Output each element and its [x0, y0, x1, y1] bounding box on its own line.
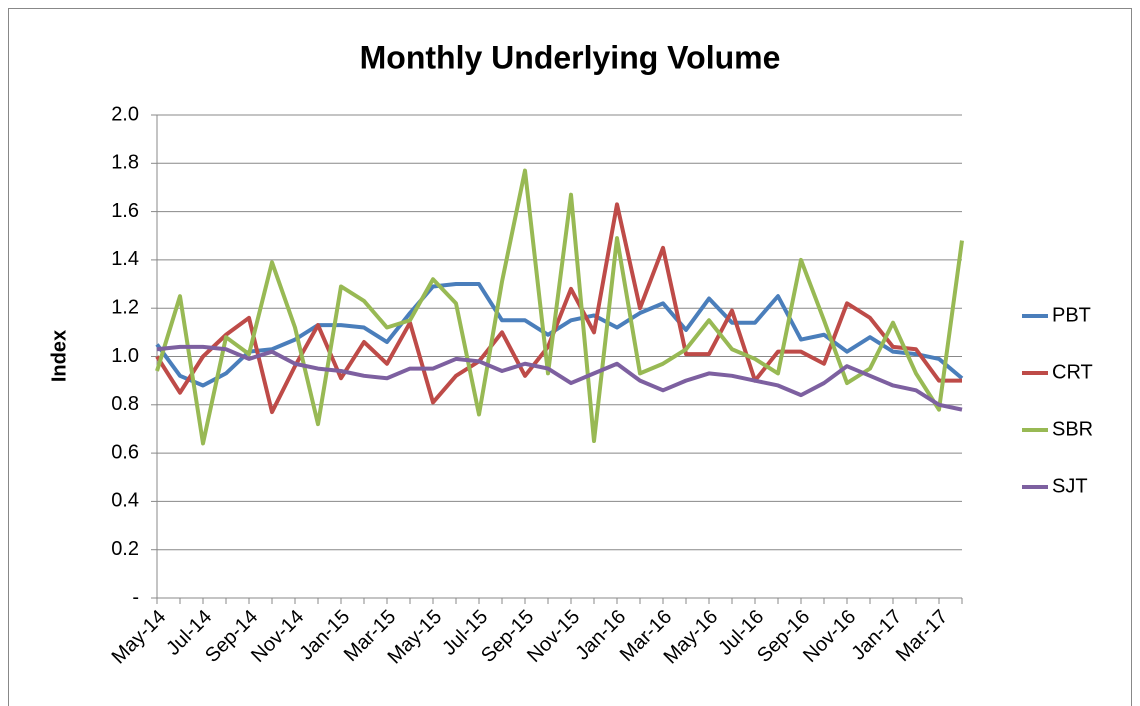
y-tick-label: -: [132, 586, 139, 608]
y-tick-label: 0.6: [111, 441, 139, 463]
y-tick-label: 1.6: [111, 200, 139, 222]
series-line: [156, 344, 963, 412]
legend-label: SBR: [1052, 418, 1093, 440]
chart-title: Monthly Underlying Volume: [360, 39, 781, 75]
y-tick-label: 1.0: [111, 345, 139, 367]
series-line: [155, 202, 962, 415]
series-line: [155, 168, 964, 446]
y-tick-label: 1.4: [111, 248, 139, 270]
y-tick-label: 0.8: [111, 393, 139, 415]
series-line: [155, 282, 964, 388]
y-tick-label: 0.2: [111, 538, 139, 560]
y-tick-label: 0.4: [111, 490, 139, 512]
chart-border: [8, 8, 1132, 706]
legend-label: CRT: [1052, 361, 1093, 383]
y-axis-label: Index: [48, 330, 70, 382]
legend-label: SJT: [1052, 475, 1088, 497]
y-tick-label: 2.0: [111, 103, 139, 125]
y-tick-label: 1.2: [111, 296, 139, 318]
legend-label: PBT: [1052, 304, 1091, 326]
y-tick-label: 1.8: [111, 152, 139, 174]
